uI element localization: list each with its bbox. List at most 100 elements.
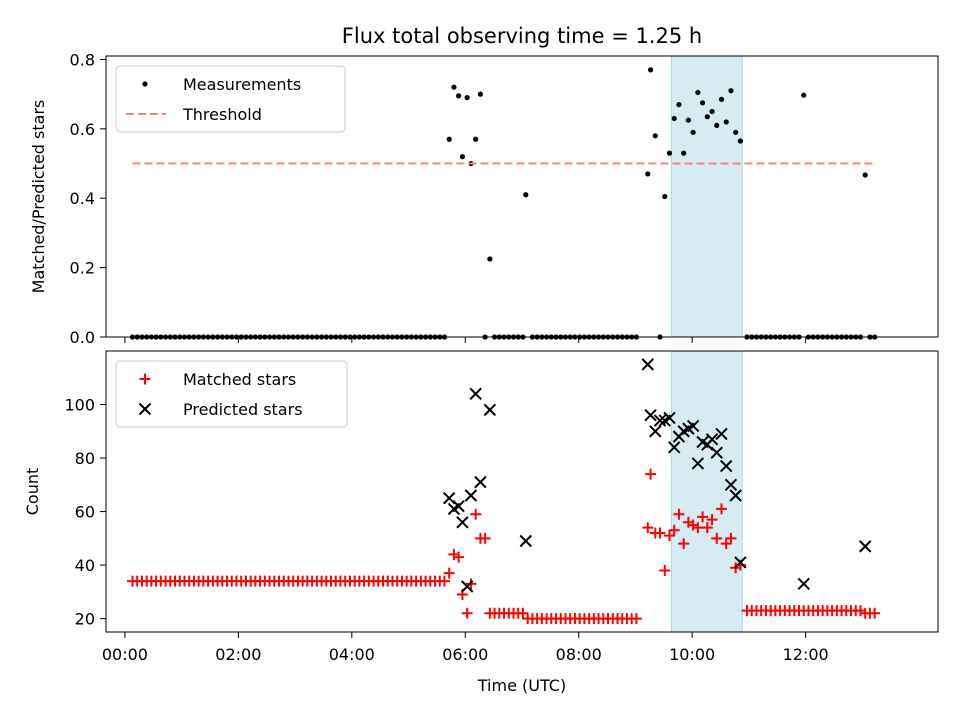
predicted-star-point [653,414,667,427]
measurement-point [801,92,807,98]
predicted-star-point [797,577,810,591]
measurement-point [459,154,466,160]
measurement-point [676,101,682,108]
measurement-point [662,193,668,200]
matched-star-point [479,532,491,544]
legend-label: Predicted stars [183,400,303,419]
matched-star-point [517,607,529,619]
legend-label: Matched stars [183,370,296,389]
measurement-point [714,122,720,128]
x-tick-label: 00:00 [102,645,148,664]
measurement-point [647,67,654,73]
matched-star-point [642,522,654,534]
predicted-star-point [724,478,738,492]
x-tick-label: 12:00 [783,645,829,664]
measurement-point [652,133,658,139]
legend: Measurements Threshold [115,65,346,133]
bottom-panel: Count Time (UTC) 00:00 02:00 04:00 06:00 08:… [23,350,939,695]
y-tick-label: 0.6 [70,120,95,139]
legend: Matched stars Predicted stars [115,360,348,428]
legend-predicted-swatch [138,402,152,416]
matched-star-point [663,530,675,542]
matched-star-point [461,607,473,619]
predicted-star-point [691,457,705,470]
matched-star-point [869,607,881,619]
matched-star-point [725,532,737,544]
y-tick-label: 20 [75,610,95,629]
y-tick-label: 40 [75,556,95,575]
chart-title: Flux total observing time = 1.25 h [342,24,702,48]
predicted-star-point [644,409,657,422]
predicted-star-point [452,500,465,513]
predicted-star-point [686,419,700,433]
predicted-star-point [858,540,872,553]
matched-star-point [453,551,465,563]
matched-star-point [701,522,713,534]
observing-window-span [670,55,743,338]
measurement-point [723,119,729,125]
matched-star-point [678,538,690,550]
matched-star-point [470,508,482,520]
predicted-star-point [729,489,742,502]
measurement-point [487,256,493,262]
measurement-point [733,129,739,135]
bottom-y-axis-label: Count [23,468,42,516]
predicted-star-point [519,534,532,548]
y-tick-label: 60 [75,503,95,522]
measurement-point [446,136,452,142]
matched-star-point [645,468,657,480]
matched-star-point [654,527,666,539]
predicted-star-point [483,403,497,417]
measurement-point [464,95,470,101]
measurement-point [685,117,692,123]
measurement-point [728,88,734,94]
y-tick-label: 0.0 [70,328,95,347]
legend-label: Measurements [183,75,301,94]
measurement-point [718,96,725,102]
legend-box [115,360,348,428]
y-tick-label: 0.8 [70,50,95,69]
top-y-axis-label: Matched/Predicted stars [29,100,48,294]
y-tick-label: 100 [64,396,95,415]
legend-box [115,65,346,133]
measurement-point [699,100,706,106]
matched-star-point [697,511,709,523]
measurement-point [456,93,462,99]
measurement-point [690,129,696,135]
predicted-star-point [641,358,654,371]
matched-star-point [668,524,680,536]
measurement-point [523,192,529,198]
top-panel-frame [105,55,939,338]
measurement-point [473,136,479,142]
measurement-point [671,115,677,122]
predicted-star-point [464,489,478,502]
measurement-point [862,172,868,178]
matched-star-point [720,538,732,550]
y-tick-label: 0.4 [70,189,95,208]
measurement-point [695,89,701,96]
predicted-star-point [710,446,723,459]
measurement-point [477,91,483,97]
measurement-point [681,150,687,156]
matched-star-point [706,514,718,526]
x-tick-label: 06:00 [442,645,488,664]
legend-measurement-swatch [142,81,148,87]
x-tick-label: 02:00 [215,645,261,664]
predicted-star-point [460,580,474,593]
bottom-plot-area [126,350,881,633]
y-tick-label: 0.2 [70,259,95,278]
matched-star-point [443,567,455,579]
predicted-star-point [734,556,747,569]
matched-star-point [438,575,450,587]
matched-star-point [715,503,727,515]
predicted-star-point [705,433,719,446]
top-plot-area [129,55,878,340]
x-tick-label: 04:00 [329,645,375,664]
y-tick-label: 80 [75,449,95,468]
measurement-point [709,108,715,115]
legend-matched-swatch [139,373,151,385]
x-tick-label: 10:00 [669,645,715,664]
predicted-star-point [720,459,733,473]
predicted-star-point [715,427,728,441]
